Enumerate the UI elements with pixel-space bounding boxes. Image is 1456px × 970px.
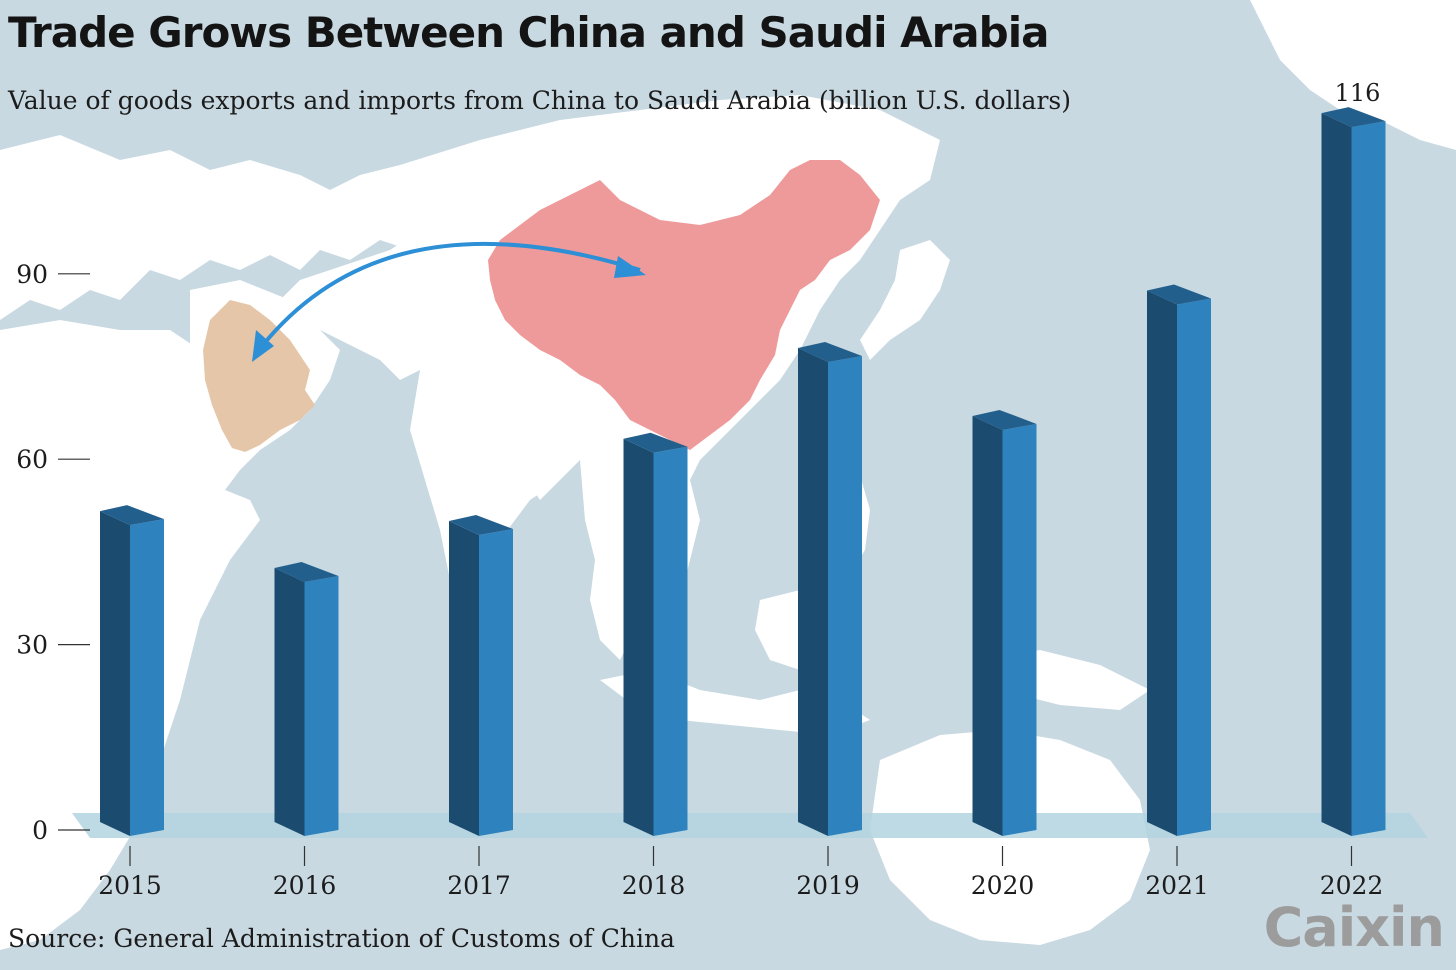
chart-floor <box>72 813 1428 838</box>
bar-side-face <box>274 567 305 836</box>
bar-side-face <box>623 438 654 836</box>
bar-2021 <box>1147 284 1211 837</box>
bar-front-face <box>1177 298 1211 837</box>
background-map <box>0 0 1456 950</box>
trade-arrow-curve <box>253 241 641 357</box>
bar-front-face <box>828 355 862 836</box>
caixin-logo: Caixin <box>1263 896 1445 959</box>
bar-front-face <box>1002 423 1037 836</box>
bars <box>100 107 1386 837</box>
x-tick-label: 2017 <box>447 871 511 900</box>
bar-2017 <box>449 515 513 836</box>
y-tick-label: 30 <box>16 631 48 660</box>
bar-top-face <box>1321 107 1386 128</box>
y-tick-label: 60 <box>16 445 48 474</box>
bar-2018 <box>623 432 688 836</box>
bar-2019 <box>798 341 862 836</box>
bar-side-face <box>1321 113 1352 837</box>
data-label: 116 <box>1335 79 1381 107</box>
x-tick-label: 2016 <box>273 871 337 900</box>
x-tick-label: 2018 <box>622 871 686 900</box>
india-land <box>410 370 560 620</box>
bar-top-face <box>798 341 862 362</box>
y-tick-label: 0 <box>32 816 48 845</box>
japan-land <box>860 240 950 360</box>
source-note: Source: General Administration of Custom… <box>8 924 675 953</box>
bar-side-face <box>449 521 479 836</box>
bar-2016 <box>274 561 339 836</box>
x-tick-label: 2020 <box>971 871 1035 900</box>
chart-title: Trade Grows Between China and Saudi Arab… <box>8 8 1049 57</box>
north-america-land <box>1250 0 1456 150</box>
arrowhead-china <box>614 256 646 278</box>
bar-top-face <box>972 409 1037 430</box>
europe-land <box>0 135 460 320</box>
x-tick-label: 2022 <box>1320 871 1384 900</box>
bar-2020 <box>972 409 1037 836</box>
chart-subtitle: Value of goods exports and imports from … <box>8 86 1071 115</box>
bar-2015 <box>100 505 164 836</box>
bar-front-face <box>1351 121 1386 837</box>
data-labels: 116 <box>1335 79 1381 107</box>
x-tick-label: 2015 <box>98 871 162 900</box>
bar-front-face <box>479 529 513 836</box>
x-tick-label: 2021 <box>1145 871 1209 900</box>
bar-side-face <box>100 511 130 836</box>
china-shape <box>488 160 880 450</box>
bar-front-face <box>304 575 339 836</box>
bar-top-face <box>100 505 164 526</box>
bar-2022 <box>1321 107 1386 837</box>
x-axis: 2015 2016 2017 2018 2019 2020 2021 2022 <box>98 846 1383 900</box>
bar-top-face <box>1147 284 1211 305</box>
bar-top-face <box>274 561 339 582</box>
y-axis: 0 30 60 90 <box>16 260 90 845</box>
bar-front-face <box>653 446 688 836</box>
bar-front-face <box>130 519 164 836</box>
saudi-arabia-shape <box>203 300 315 452</box>
bar-side-face <box>1147 290 1177 837</box>
y-tick-label: 90 <box>16 260 48 289</box>
bar-top-face <box>623 432 688 453</box>
bar-side-face <box>972 415 1003 836</box>
x-tick-label: 2019 <box>796 871 860 900</box>
arrowhead-saudi <box>252 330 274 362</box>
bar-top-face <box>449 515 513 535</box>
bar-side-face <box>798 347 828 836</box>
